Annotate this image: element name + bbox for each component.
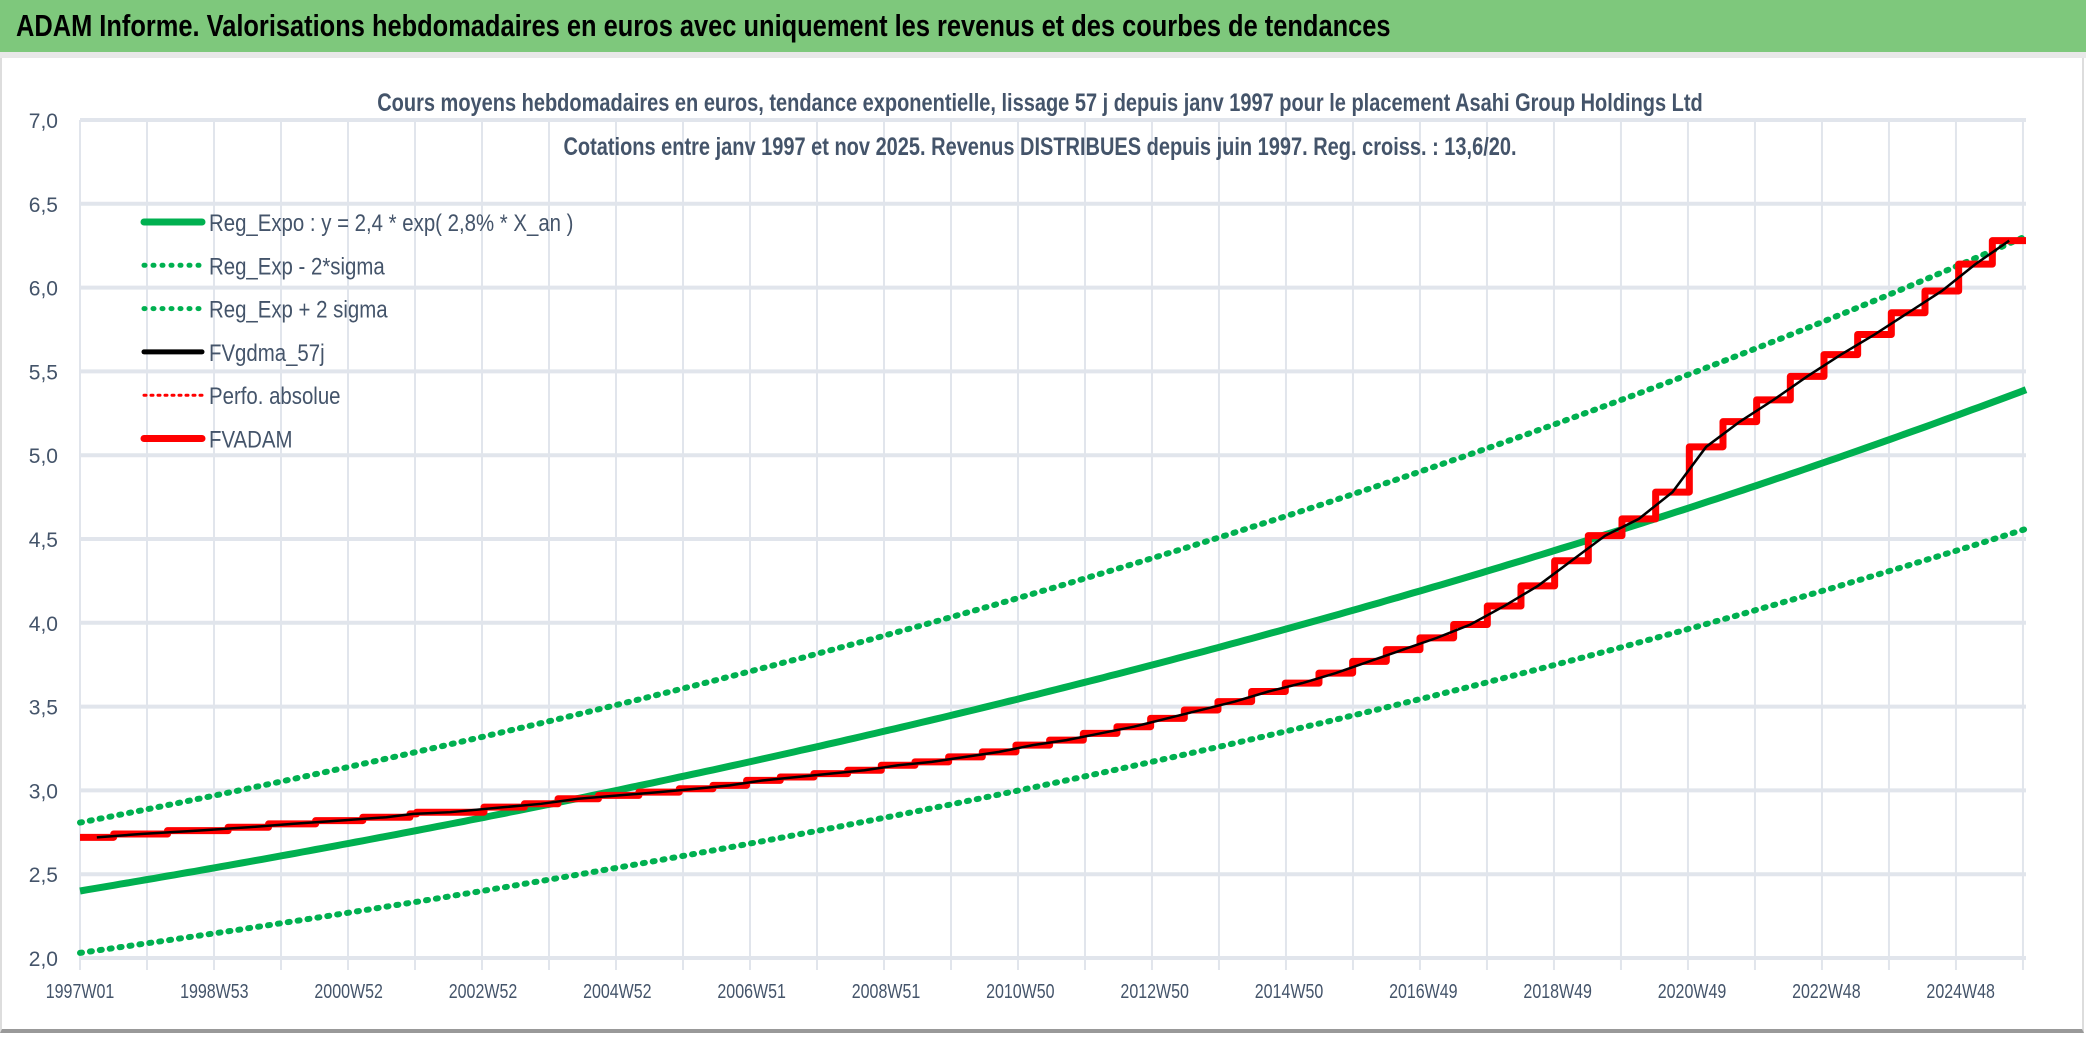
chart-subtitle: Cotations entre janv 1997 et nov 2025. R… bbox=[563, 133, 1516, 161]
legend-label: Reg_Exp - 2*sigma bbox=[209, 253, 385, 280]
x-tick-label: 1997W01 bbox=[46, 980, 114, 1002]
y-tick-label: 3,0 bbox=[29, 780, 58, 803]
reg-expo-line bbox=[79, 386, 2028, 895]
x-tick-label: 2014W50 bbox=[1255, 980, 1323, 1002]
series-lines bbox=[77, 233, 2029, 956]
y-tick-label: 2,0 bbox=[29, 948, 58, 971]
y-tick-label: 2,5 bbox=[29, 864, 58, 887]
y-tick-label: 3,5 bbox=[29, 697, 58, 720]
legend-label: FVgdma_57j bbox=[209, 339, 325, 366]
title-bar: ADAM Informe. Valorisations hebdomadaire… bbox=[0, 0, 2086, 58]
chart-title: Cours moyens hebdomadaires en euros, ten… bbox=[377, 89, 1702, 117]
x-tick-label: 2018W49 bbox=[1523, 980, 1591, 1002]
fvgdma-57j-line bbox=[96, 239, 2010, 839]
legend: Reg_Expo : y = 2,4 * exp( 2,8% * X_an ) R… bbox=[140, 209, 573, 453]
x-tick-label: 2016W49 bbox=[1389, 980, 1457, 1002]
reg-minus-2sigma-line bbox=[77, 525, 2029, 956]
y-tick-label: 5,0 bbox=[29, 445, 58, 468]
y-tick-label: 4,5 bbox=[29, 529, 58, 552]
x-tick-label: 2006W51 bbox=[717, 980, 785, 1002]
x-tick-label: 2024W48 bbox=[1926, 980, 1994, 1002]
page-title: ADAM Informe. Valorisations hebdomadaire… bbox=[16, 8, 1391, 43]
reg-plus-2sigma-line bbox=[77, 233, 2029, 826]
gridlines bbox=[79, 118, 2026, 970]
x-tick-label: 1998W53 bbox=[180, 980, 248, 1002]
x-tick-label: 2012W50 bbox=[1120, 980, 1188, 1002]
chart-titles: Cours moyens hebdomadaires en euros, ten… bbox=[377, 89, 1702, 161]
axis-labels: 2,0 2,5 3,0 3,5 4,0 4,5 5,0 5,5 6,0 6,5 7,0 1997W01… bbox=[29, 110, 1995, 1002]
x-tick-label: 2020W49 bbox=[1658, 980, 1726, 1002]
y-tick-label: 7,0 bbox=[29, 110, 58, 133]
x-tick-label: 2004W52 bbox=[583, 980, 651, 1002]
y-tick-label: 5,5 bbox=[29, 361, 58, 384]
legend-label: Perfo. absolue bbox=[209, 383, 341, 410]
legend-label: Reg_Exp + 2 sigma bbox=[209, 296, 388, 323]
legend-label: FVADAM bbox=[209, 426, 292, 453]
legend-label: Reg_Expo : y = 2,4 * exp( 2,8% * X_an ) bbox=[209, 209, 573, 236]
x-tick-label: 2010W50 bbox=[986, 980, 1054, 1002]
x-tick-label: 2000W52 bbox=[314, 980, 382, 1002]
y-tick-label: 6,5 bbox=[29, 194, 58, 217]
x-tick-label: 2022W48 bbox=[1792, 980, 1860, 1002]
y-tick-label: 6,0 bbox=[29, 278, 58, 301]
y-tick-label: 4,0 bbox=[29, 613, 58, 636]
x-tick-label: 2002W52 bbox=[449, 980, 517, 1002]
chart: 2,0 2,5 3,0 3,5 4,0 4,5 5,0 5,5 6,0 6,5 7,0 1997W01… bbox=[29, 89, 2029, 1002]
x-tick-label: 2008W51 bbox=[852, 980, 920, 1002]
